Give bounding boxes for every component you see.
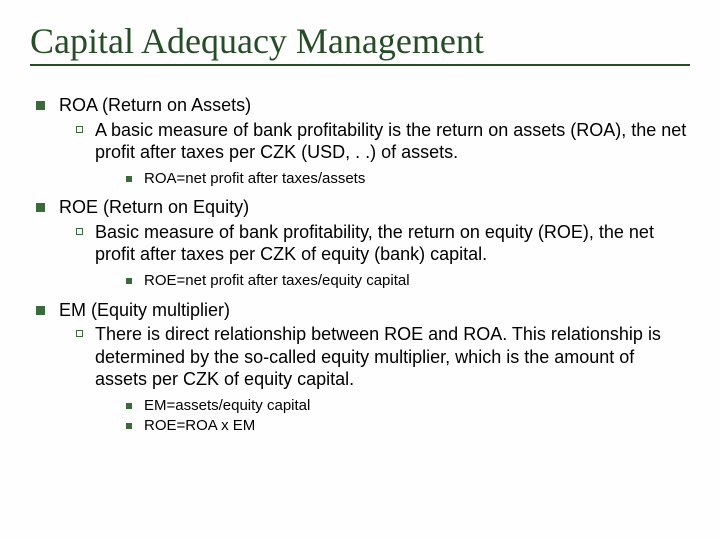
list-item: ROE (Return on Equity) Basic measure of … (36, 196, 690, 290)
item-label: ROA=net profit after taxes/assets (144, 170, 365, 189)
bullet-list-lvl3: EM=assets/equity capital ROE=ROA x EM (126, 397, 690, 437)
item-label: A basic measure of bank profitability is… (95, 119, 690, 164)
item-label: ROE (Return on Equity) (59, 196, 249, 219)
square-bullet-icon (126, 278, 132, 284)
list-item: EM (Equity multiplier) There is direct r… (36, 299, 690, 437)
hollow-square-bullet-icon (76, 330, 83, 337)
bullet-list-lvl3: ROE=net profit after taxes/equity capita… (126, 272, 690, 291)
item-label: ROE=ROA x EM (144, 417, 255, 436)
slide: Capital Adequacy Management ROA (Return … (0, 0, 720, 540)
list-item: Basic measure of bank profitability, the… (76, 221, 690, 291)
square-bullet-icon (126, 176, 132, 182)
list-item: ROA (Return on Assets) A basic measure o… (36, 94, 690, 188)
list-item: EM=assets/equity capital (126, 397, 690, 416)
square-bullet-icon (36, 101, 45, 110)
item-label: There is direct relationship between ROE… (95, 323, 690, 391)
hollow-square-bullet-icon (76, 228, 83, 235)
bullet-list-lvl2: A basic measure of bank profitability is… (76, 119, 690, 189)
square-bullet-icon (126, 423, 132, 429)
slide-content: ROA (Return on Assets) A basic measure o… (30, 94, 690, 436)
title-underline (30, 64, 690, 66)
list-item: ROE=ROA x EM (126, 417, 690, 436)
square-bullet-icon (126, 403, 132, 409)
item-label: ROE=net profit after taxes/equity capita… (144, 272, 410, 291)
item-label: EM (Equity multiplier) (59, 299, 230, 322)
item-label: ROA (Return on Assets) (59, 94, 251, 117)
square-bullet-icon (36, 306, 45, 315)
slide-title: Capital Adequacy Management (30, 20, 690, 62)
list-item: There is direct relationship between ROE… (76, 323, 690, 436)
bullet-list-lvl2: Basic measure of bank profitability, the… (76, 221, 690, 291)
item-label: EM=assets/equity capital (144, 397, 310, 416)
item-label: Basic measure of bank profitability, the… (95, 221, 690, 266)
bullet-list-lvl3: ROA=net profit after taxes/assets (126, 170, 690, 189)
list-item: ROA=net profit after taxes/assets (126, 170, 690, 189)
bullet-list-lvl1: ROA (Return on Assets) A basic measure o… (36, 94, 690, 436)
list-item: A basic measure of bank profitability is… (76, 119, 690, 189)
square-bullet-icon (36, 203, 45, 212)
list-item: ROE=net profit after taxes/equity capita… (126, 272, 690, 291)
hollow-square-bullet-icon (76, 126, 83, 133)
bullet-list-lvl2: There is direct relationship between ROE… (76, 323, 690, 436)
